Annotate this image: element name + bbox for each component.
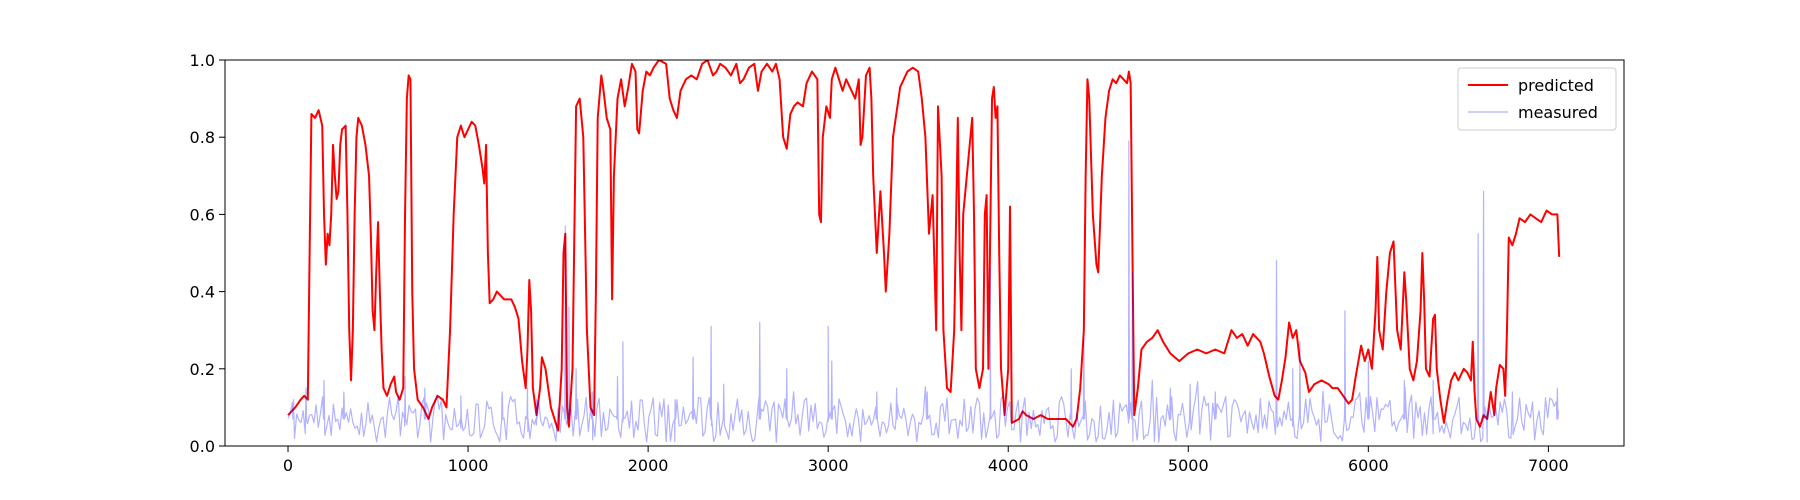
legend-box — [1457, 67, 1617, 131]
x-tick-label: 1000 — [448, 456, 489, 475]
legend: predicted measured — [1457, 67, 1617, 131]
y-tick-label: 0.6 — [190, 205, 215, 224]
x-tick-label: 0 — [283, 456, 293, 475]
x-tick-label: 3000 — [808, 456, 849, 475]
axes-frame — [224, 59, 1625, 447]
y-tick-label: 0.4 — [190, 283, 215, 302]
y-tick-label: 1.0 — [190, 51, 215, 70]
y-tick-label: 0.8 — [190, 128, 215, 147]
x-tick-label: 2000 — [628, 456, 669, 475]
series-line-measured — [287, 140, 1560, 443]
x-tick-label: 7000 — [1528, 456, 1569, 475]
x-tick-label: 4000 — [988, 456, 1029, 475]
legend-label-measured: measured — [1518, 103, 1598, 122]
legend-label-predicted: predicted — [1518, 76, 1594, 95]
x-tick-label: 5000 — [1168, 456, 1209, 475]
series-line-predicted — [287, 60, 1561, 432]
y-tick-label: 0.2 — [190, 360, 215, 379]
plot-lines — [287, 60, 1561, 443]
axis-ticks: 0 1000 2000 3000 4000 5000 6000 7000 0.0 0.2 0.4 0.… — [190, 51, 1569, 475]
x-tick-label: 6000 — [1348, 456, 1389, 475]
y-tick-label: 0.0 — [190, 437, 215, 456]
